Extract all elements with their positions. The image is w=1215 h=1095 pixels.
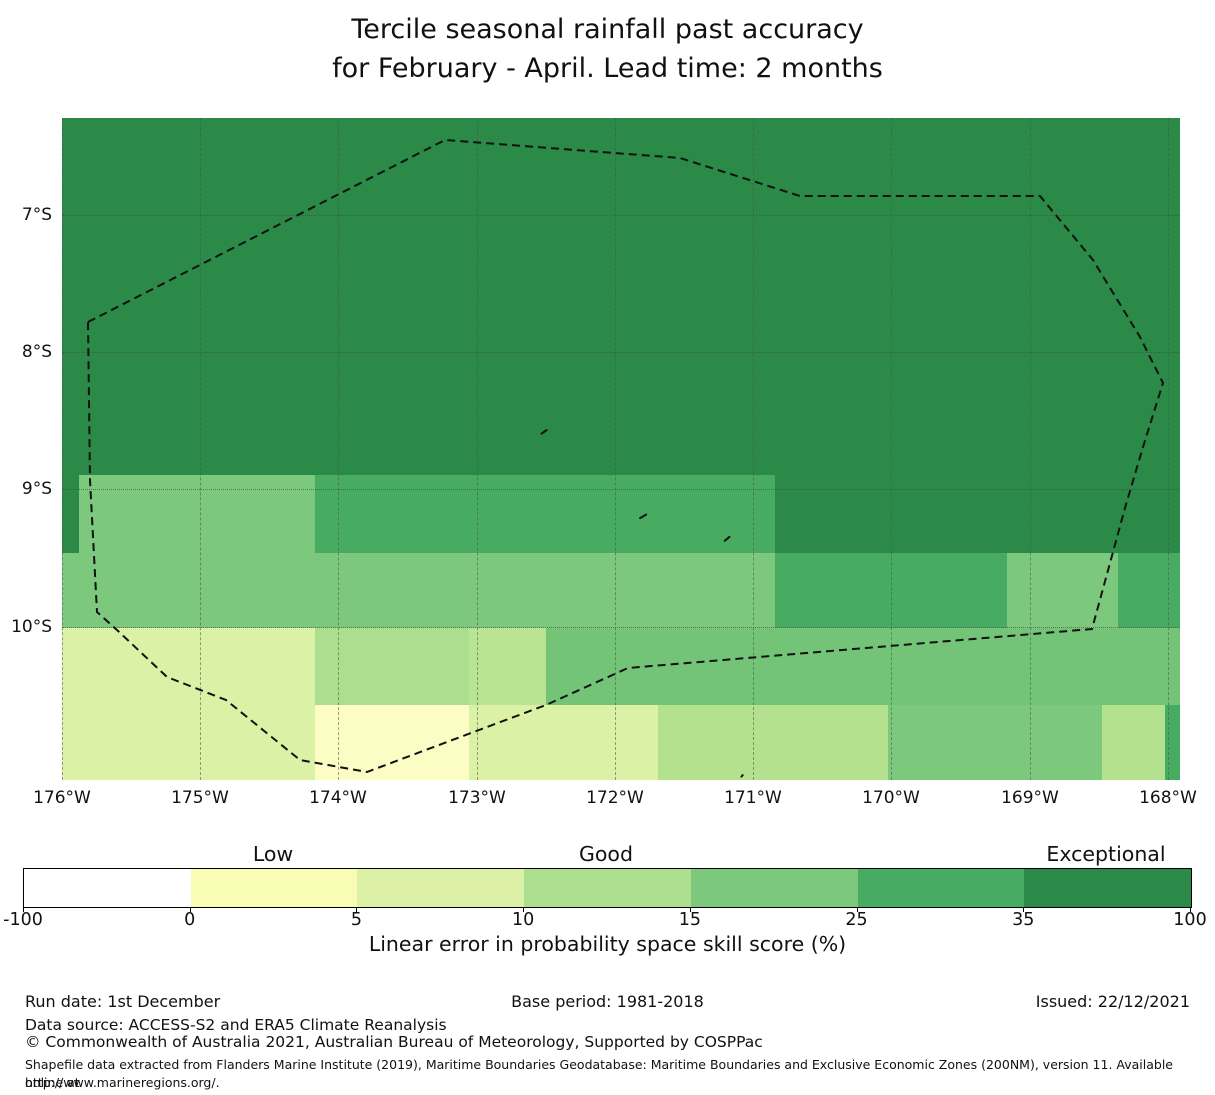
colorbar-axis-label: Linear error in probability space skill … xyxy=(368,932,847,956)
heatmap-cell xyxy=(1102,705,1165,780)
colorbar-segment xyxy=(690,869,858,907)
heatmap-cell xyxy=(315,475,775,553)
y-axis-tick-label: 8°S xyxy=(21,342,52,362)
heatmap-cell xyxy=(79,475,315,553)
colorbar-tick-mark xyxy=(1023,907,1025,912)
x-axis-tick-label: 175°W xyxy=(171,788,229,808)
horizontal-gridline xyxy=(62,627,1180,628)
chart-title-line2: for February - April. Lead time: 2 month… xyxy=(332,53,883,84)
heatmap-cell xyxy=(658,705,888,780)
colorbar-tick-label: 0 xyxy=(184,910,196,930)
footer-data-source: Data source: ACCESS-S2 and ERA5 Climate … xyxy=(25,1016,447,1034)
colorbar-segment xyxy=(1024,869,1192,907)
colorbar-tick-label: 100 xyxy=(1173,910,1207,930)
x-axis-tick-label: 172°W xyxy=(586,788,644,808)
heatmap-cell xyxy=(775,475,1180,553)
heatmap-cell xyxy=(62,705,315,780)
y-axis-tick-label: 9°S xyxy=(21,479,52,499)
x-axis-tick-label: 173°W xyxy=(448,788,506,808)
colorbar-tick-mark xyxy=(689,907,691,912)
vertical-gridline xyxy=(1168,118,1169,780)
colorbar-tick-label: 25 xyxy=(845,910,868,930)
footer-issued: Issued: 22/12/2021 xyxy=(1035,992,1190,1011)
footer-shapefile-note-url: http://www.marineregions.org/. xyxy=(25,1075,220,1090)
vertical-gridline xyxy=(753,118,754,780)
heatmap-cell xyxy=(469,705,658,780)
x-axis-tick-label: 168°W xyxy=(1139,788,1197,808)
x-axis-tick-label: 174°W xyxy=(309,788,367,808)
footer-base-period: Base period: 1981-2018 xyxy=(511,992,704,1011)
heatmap-cell xyxy=(62,475,79,553)
colorbar-category-label: Good xyxy=(579,842,633,866)
colorbar-tick-mark xyxy=(1190,907,1191,912)
chart-title: Tercile seasonal rainfall past accuracy … xyxy=(0,10,1215,88)
colorbar-tick-mark xyxy=(856,907,858,912)
vertical-gridline xyxy=(62,118,63,780)
colorbar-segment xyxy=(524,869,691,907)
colorbar-tick-label: 5 xyxy=(350,910,362,930)
vertical-gridline xyxy=(200,118,201,780)
colorbar-tick-label: -100 xyxy=(3,910,43,930)
map-plot-area xyxy=(62,118,1180,780)
colorbar-tick-label: 10 xyxy=(512,910,535,930)
colorbar xyxy=(23,868,1192,908)
colorbar-tick-label: 35 xyxy=(1012,910,1035,930)
x-axis-tick-label: 170°W xyxy=(862,788,920,808)
horizontal-gridline xyxy=(62,489,1180,490)
colorbar-tick-mark xyxy=(356,907,358,912)
x-axis-tick-label: 169°W xyxy=(1001,788,1059,808)
colorbar-segment xyxy=(357,869,525,907)
heatmap-cell xyxy=(1007,553,1118,628)
vertical-gridline xyxy=(477,118,478,780)
colorbar-category-label: Exceptional xyxy=(1046,842,1166,866)
x-axis-tick-label: 176°W xyxy=(33,788,91,808)
x-axis-tick-label: 171°W xyxy=(724,788,782,808)
heatmap-cell xyxy=(62,118,1180,475)
y-axis-tick-label: 7°S xyxy=(21,205,52,225)
heatmap-cell xyxy=(62,628,315,705)
vertical-gridline xyxy=(338,118,339,780)
eez-boundary-overlay xyxy=(87,138,1165,774)
colorbar-tick-mark xyxy=(23,907,24,912)
footer-shapefile-note-line1: Shapefile data extracted from Flanders M… xyxy=(25,1057,1173,1090)
heatmap-cell xyxy=(469,628,546,705)
heatmap-cell xyxy=(888,705,1102,780)
heatmap-cell xyxy=(315,628,469,705)
chart-title-line1: Tercile seasonal rainfall past accuracy xyxy=(351,14,864,45)
colorbar-tick-label: 15 xyxy=(678,910,701,930)
heatmap-cell xyxy=(1118,553,1180,628)
colorbar-segment xyxy=(24,869,191,907)
colorbar-segment xyxy=(857,869,1025,907)
eez-boundary-dashed-line xyxy=(87,138,1165,774)
heatmap-cell xyxy=(62,553,775,628)
horizontal-gridline xyxy=(62,215,1180,216)
y-axis-tick-label: 10°S xyxy=(11,617,52,637)
horizontal-gridline xyxy=(62,352,1180,353)
vertical-gridline xyxy=(1030,118,1031,780)
vertical-gridline xyxy=(891,118,892,780)
colorbar-category-label: Low xyxy=(252,842,294,866)
colorbar-tick-mark xyxy=(523,907,525,912)
colorbar-tick-mark xyxy=(189,907,191,912)
footer-run-date: Run date: 1st December xyxy=(25,992,221,1011)
colorbar-segment xyxy=(190,869,358,907)
vertical-gridline xyxy=(615,118,616,780)
footer-copyright: © Commonwealth of Australia 2021, Austra… xyxy=(25,1033,763,1051)
